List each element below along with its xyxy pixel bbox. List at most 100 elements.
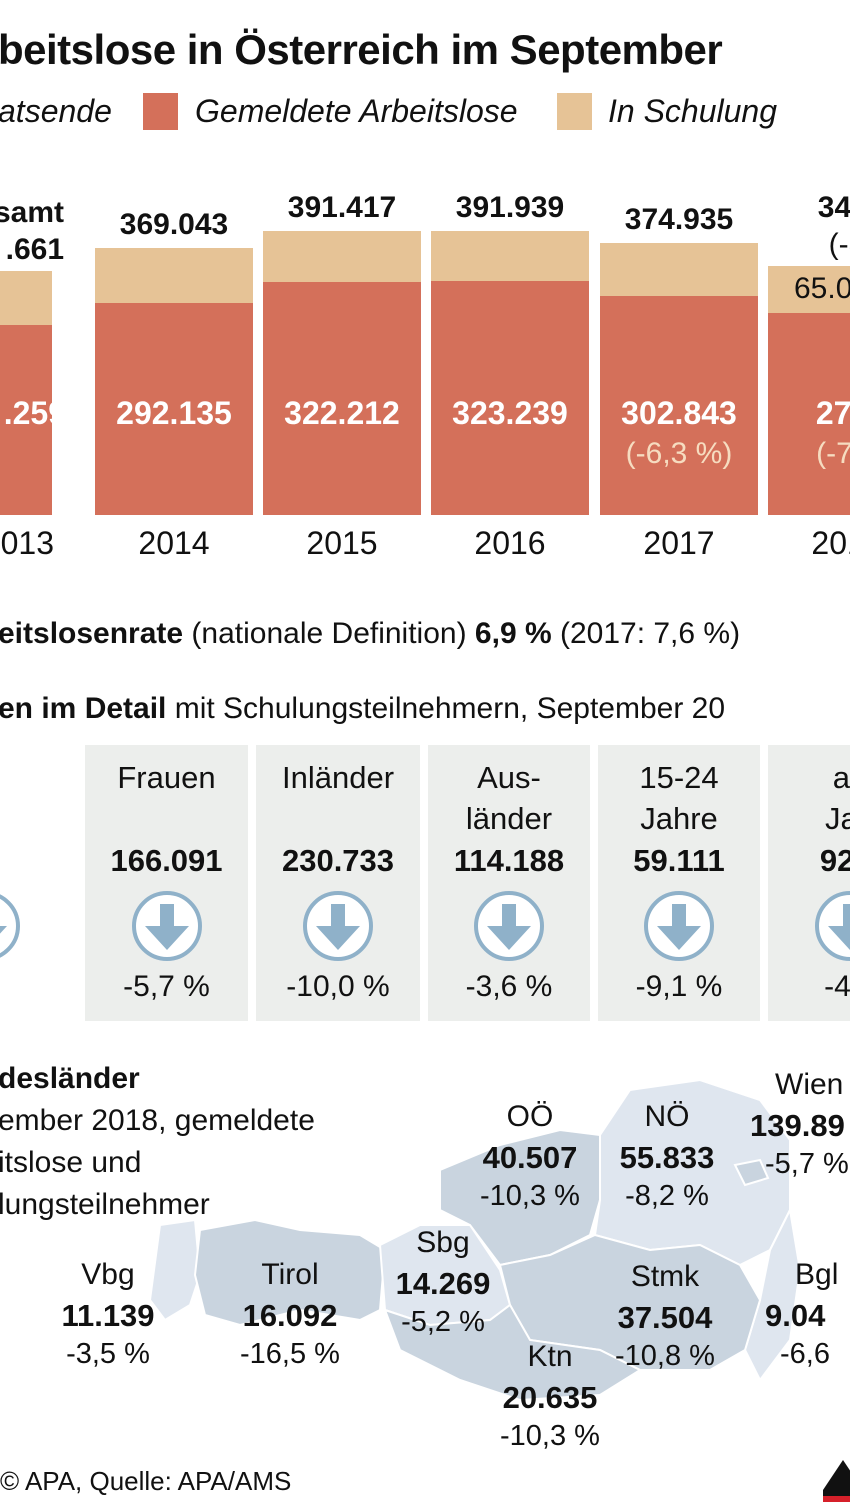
card-value: 59.111 [633,843,725,878]
rate-label: eitslosenrate [0,617,184,650]
state-name: Vbg [81,1258,135,1291]
state-change: -3,5 % [66,1338,150,1370]
card-change: -4,4 [824,970,850,1003]
card-label: Aus- länder [465,760,553,836]
registered-label-2014: 292.135 [116,395,232,431]
bar-registered-2014 [95,303,253,515]
detail-subtitle: mit Schulungsteilnehmern, September 20 [166,692,726,725]
card-change: -9,1 % [635,970,723,1003]
year-label-2013: 2013 [0,525,54,561]
year-label-2016: 2016 [474,525,546,561]
arrow-down-circle-icon [643,890,715,962]
card-label: Inländer [281,760,395,795]
training-label-2018: 65.0 [794,271,850,305]
total-label-2015: 391.417 [287,191,397,225]
year-label-2015: 2015 [306,525,378,561]
card-change: -5,7 % [123,970,210,1003]
state-change: -10,8 % [615,1340,715,1372]
state-name: NÖ [644,1100,690,1133]
state-change: -5,2 % [401,1306,485,1338]
arrow-down-circle-icon [814,890,850,962]
bar-registered-2015 [263,281,421,515]
total-label-2018: 344. [817,190,850,224]
map-region-wien [733,1158,770,1187]
registered-label-2015: 322.212 [284,395,400,431]
map-region-ktn [383,1303,643,1402]
bar-training-2016 [431,231,589,281]
total-label-2016: 391.939 [455,191,565,224]
card-change: -10,0 % [286,970,390,1003]
states-subtitle-3: lungsteilnehmer [0,1188,210,1221]
state-value: 11.139 [61,1298,155,1333]
state-value: 16.092 [242,1298,338,1333]
state-change: -6,6 [780,1338,830,1370]
state-value: 20.635 [502,1380,598,1415]
state-value: 9.04 [765,1298,826,1333]
card-label: Frauen [117,760,216,795]
card-change: -3,6 % [465,970,553,1003]
states-heading: desländer [0,1062,140,1095]
registered-label-2018: 279. [815,395,850,431]
state-value: 55.833 [619,1140,715,1175]
legend-swatch-registered [143,93,178,130]
source-credit: © APA, Quelle: APA/AMS [0,1466,292,1496]
year-label-2017: 2017 [643,525,715,561]
detail-heading: en im Detail mit Schulungsteilnehmern, S… [0,692,725,726]
state-name: OÖ [506,1100,554,1133]
bar-registered-2018 [768,312,850,515]
registered-label-2017: 302.843 [621,395,737,431]
chart-title: beitslose in Österreich im September [0,26,723,73]
detail-card: ab Jah 92.7 -4,4 [768,745,850,1021]
rate-previous: (2017: 7,6 %) [551,617,741,650]
bar-registered-2016 [431,280,589,515]
detail-title: en im Detail [0,692,167,725]
bar-training-2015 [263,231,421,282]
state-name: Wien [775,1068,844,1101]
bar-registered-2013 [0,324,52,515]
year-label-2014: 2014 [138,525,210,561]
map-region-ooe [439,1128,601,1267]
legend-label-training: In Schulung [608,93,778,129]
arrow-down-circle-icon [302,890,374,962]
state-change: -10,3 % [480,1180,580,1212]
state-change: -5,7 % [765,1148,849,1180]
bar-training-2013 [0,271,52,325]
state-name: Tirol [261,1258,319,1291]
state-name: Bgl [795,1258,839,1291]
registered-change-label-2018: (-7,6 [816,437,850,470]
bar-training-2017 [600,243,758,296]
arrow-down-circle-icon [473,890,545,962]
state-name: Stmk [630,1260,700,1293]
registered-label-2016: 323.239 [452,395,568,431]
detail-card: 15-24 Jahre 59.111 -9,1 % [598,745,760,1021]
unemployment-rate-line: eitslosenrate (nationale Definition) 6,9… [0,617,740,651]
legend-label-arbeitsuchende: atsende [0,93,112,129]
state-value: 139.89 [750,1108,845,1143]
state-value: 40.507 [482,1140,578,1175]
bar-training-2014 [95,247,253,304]
total-label-2013: samt [0,196,64,230]
detail-card: Inländer 230.733 -10,0 % [256,745,420,1021]
card-value: 166.091 [110,843,223,878]
rate-definition: (nationale Definition) [183,617,475,650]
card-label: ab Jah [825,760,850,836]
total-label-2018: (-8 [828,227,850,261]
apa-logo [823,1456,850,1504]
states-subtitle-1: ember 2018, gemeldete [0,1104,315,1137]
registered-change-label-2017: (-6,3 %) [625,437,733,470]
map-region-vbg [148,1218,202,1322]
legend-swatch-training [557,93,592,130]
bar-training-2018 [768,265,850,313]
total-label-2014: 369.043 [119,207,229,241]
registered-label-2013: .259 [3,395,66,431]
state-change: -8,2 % [625,1180,709,1212]
legend-label-registered: Gemeldete Arbeitslose [195,93,518,129]
rate-value: 6,9 % [474,617,552,650]
total-label-2013: .661 [5,233,64,267]
state-change: -16,5 % [240,1338,340,1370]
map-region-tirol [193,1218,387,1327]
states-subtitle-2: itslose und [0,1146,142,1179]
austria-map [148,1078,802,1402]
bar-registered-2017 [600,295,758,515]
year-label-2018: 2018 [811,525,850,561]
